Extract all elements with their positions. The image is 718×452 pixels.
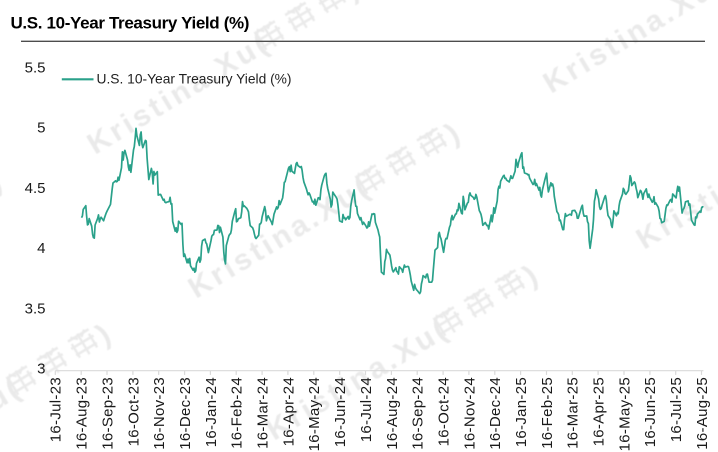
svg-text:16-Jun-24: 16-Jun-24 (332, 377, 349, 447)
svg-text:16-Feb-24: 16-Feb-24 (229, 377, 246, 449)
svg-text:16-May-24: 16-May-24 (306, 377, 323, 451)
svg-text:16-Dec-23: 16-Dec-23 (177, 377, 194, 450)
svg-text:16-Jan-24: 16-Jan-24 (203, 377, 220, 447)
svg-text:5: 5 (37, 120, 45, 137)
svg-text:4: 4 (37, 240, 45, 257)
svg-text:3.5: 3.5 (25, 301, 46, 318)
svg-text:16-Mar-25: 16-Mar-25 (565, 377, 582, 449)
svg-text:3: 3 (37, 361, 45, 378)
svg-text:16-Nov-23: 16-Nov-23 (151, 377, 168, 450)
svg-text:16-May-25: 16-May-25 (616, 377, 633, 451)
svg-text:16-Jul-25: 16-Jul-25 (668, 377, 685, 442)
svg-text:16-Nov-24: 16-Nov-24 (461, 377, 478, 450)
svg-text:16-Aug-25: 16-Aug-25 (694, 377, 711, 450)
svg-text:16-Sep-23: 16-Sep-23 (99, 377, 116, 450)
svg-text:16-Dec-24: 16-Dec-24 (487, 377, 504, 450)
svg-text:4.5: 4.5 (25, 180, 46, 197)
svg-text:U.S. 10-Year Treasury Yield (%: U.S. 10-Year Treasury Yield (%) (11, 14, 250, 33)
svg-text:16-Jul-23: 16-Jul-23 (48, 377, 65, 442)
svg-text:16-Jun-25: 16-Jun-25 (642, 377, 659, 447)
svg-text:): ) (339, 0, 367, 6)
svg-text:16-Oct-23: 16-Oct-23 (125, 377, 142, 446)
svg-text:16-Mar-24: 16-Mar-24 (255, 377, 272, 449)
svg-text:16-Jan-25: 16-Jan-25 (513, 377, 530, 447)
svg-text:16-Oct-24: 16-Oct-24 (435, 377, 452, 446)
svg-text:16-Aug-24: 16-Aug-24 (384, 377, 401, 450)
svg-text:16-Apr-24: 16-Apr-24 (280, 377, 297, 446)
svg-text:16-Jul-24: 16-Jul-24 (358, 377, 375, 442)
svg-text:16-Apr-25: 16-Apr-25 (591, 377, 608, 446)
svg-text:5.5: 5.5 (25, 59, 46, 76)
svg-text:16-Aug-23: 16-Aug-23 (74, 377, 91, 450)
svg-text:U.S. 10-Year Treasury Yield (%: U.S. 10-Year Treasury Yield (%) (97, 72, 292, 87)
svg-text:16-Feb-25: 16-Feb-25 (539, 377, 556, 449)
svg-text:16-Sep-24: 16-Sep-24 (410, 377, 427, 450)
